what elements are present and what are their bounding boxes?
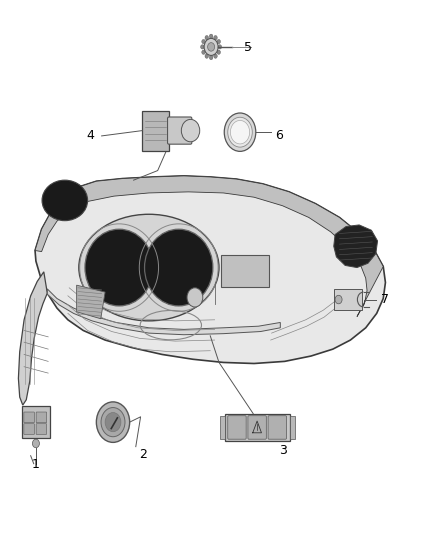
Circle shape bbox=[202, 39, 205, 44]
Circle shape bbox=[217, 50, 220, 54]
Text: 2: 2 bbox=[139, 448, 147, 461]
FancyBboxPatch shape bbox=[228, 416, 246, 439]
Text: 7: 7 bbox=[381, 293, 389, 306]
Circle shape bbox=[205, 36, 208, 40]
FancyBboxPatch shape bbox=[221, 255, 269, 287]
Polygon shape bbox=[35, 176, 383, 317]
Circle shape bbox=[214, 36, 217, 40]
Polygon shape bbox=[334, 225, 378, 268]
Ellipse shape bbox=[42, 180, 88, 221]
Ellipse shape bbox=[85, 229, 153, 306]
FancyBboxPatch shape bbox=[24, 424, 34, 434]
Circle shape bbox=[209, 55, 213, 60]
FancyBboxPatch shape bbox=[22, 406, 50, 438]
FancyBboxPatch shape bbox=[334, 289, 363, 310]
Circle shape bbox=[205, 54, 208, 58]
FancyBboxPatch shape bbox=[268, 416, 286, 439]
FancyBboxPatch shape bbox=[225, 414, 290, 441]
Circle shape bbox=[208, 43, 215, 51]
FancyBboxPatch shape bbox=[24, 412, 34, 423]
FancyBboxPatch shape bbox=[290, 416, 295, 439]
Circle shape bbox=[201, 45, 204, 49]
FancyBboxPatch shape bbox=[220, 416, 225, 439]
Text: 4: 4 bbox=[86, 130, 94, 142]
Polygon shape bbox=[18, 272, 47, 405]
Circle shape bbox=[214, 54, 217, 58]
Circle shape bbox=[96, 402, 130, 442]
Circle shape bbox=[204, 38, 218, 55]
Circle shape bbox=[32, 439, 39, 448]
Text: 6: 6 bbox=[275, 130, 283, 142]
Circle shape bbox=[105, 413, 121, 432]
FancyBboxPatch shape bbox=[142, 111, 169, 150]
FancyBboxPatch shape bbox=[167, 117, 192, 144]
Circle shape bbox=[335, 295, 342, 304]
Text: 1: 1 bbox=[32, 458, 40, 471]
Ellipse shape bbox=[145, 229, 213, 306]
Circle shape bbox=[202, 50, 205, 54]
FancyBboxPatch shape bbox=[36, 424, 47, 434]
FancyBboxPatch shape bbox=[248, 416, 266, 439]
Text: 5: 5 bbox=[244, 42, 252, 54]
Circle shape bbox=[224, 113, 256, 151]
Circle shape bbox=[228, 117, 252, 147]
Circle shape bbox=[209, 34, 213, 38]
Ellipse shape bbox=[79, 214, 219, 321]
Circle shape bbox=[187, 288, 203, 307]
Circle shape bbox=[217, 39, 220, 44]
Circle shape bbox=[230, 120, 250, 144]
Polygon shape bbox=[35, 176, 385, 364]
Text: 3: 3 bbox=[279, 444, 287, 457]
Circle shape bbox=[101, 408, 125, 437]
Circle shape bbox=[218, 45, 222, 49]
FancyBboxPatch shape bbox=[36, 412, 47, 423]
Circle shape bbox=[181, 119, 200, 142]
Polygon shape bbox=[47, 289, 280, 335]
Polygon shape bbox=[77, 285, 105, 319]
